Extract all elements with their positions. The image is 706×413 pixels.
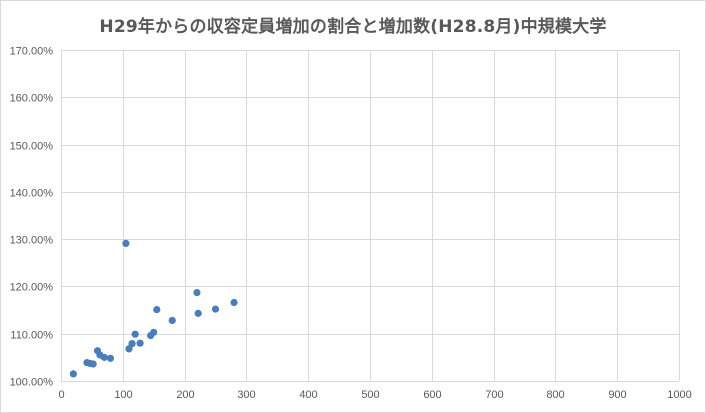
data-point: [131, 330, 139, 338]
x-tick-label: 600: [423, 389, 441, 401]
y-tick-label: 160.00%: [10, 93, 54, 105]
x-tick-label: 100: [114, 389, 132, 401]
data-point: [128, 340, 136, 348]
x-tick-label: 500: [361, 389, 379, 401]
x-tick-label: 900: [608, 389, 626, 401]
y-tick-label: 110.00%: [10, 330, 53, 342]
data-point: [106, 354, 115, 362]
data-point: [168, 316, 176, 325]
data-point: [153, 305, 161, 314]
x-tick-label: 1000: [667, 389, 691, 401]
y-tick-label: 140.00%: [10, 188, 54, 200]
data-point: [89, 360, 97, 368]
data-point: [194, 309, 202, 317]
data-point: [211, 305, 220, 313]
x-tick-label: 800: [546, 389, 564, 401]
data-point: [100, 353, 108, 361]
y-tick-label: 100.00%: [10, 377, 54, 389]
x-tick-label: 300: [237, 389, 255, 401]
data-point: [230, 298, 238, 307]
x-tick-label: 700: [485, 389, 503, 401]
data-point: [125, 345, 133, 353]
data-point: [122, 239, 130, 247]
y-tick-label: 170.00%: [10, 46, 54, 58]
y-tick-label: 120.00%: [10, 282, 54, 294]
chart-title: H29年からの収容定員増加の割合と増加数(H28.8月)中規模大学: [99, 17, 607, 37]
x-tick-label: 0: [58, 389, 64, 401]
y-tick-label: 130.00%: [10, 235, 54, 247]
y-tick-label: 150.00%: [10, 141, 54, 153]
data-point: [69, 370, 77, 378]
data-point: [193, 288, 201, 297]
x-tick-label: 200: [176, 389, 194, 401]
x-tick-label: 400: [299, 389, 317, 401]
data-point: [136, 339, 144, 347]
data-point: [150, 328, 158, 336]
